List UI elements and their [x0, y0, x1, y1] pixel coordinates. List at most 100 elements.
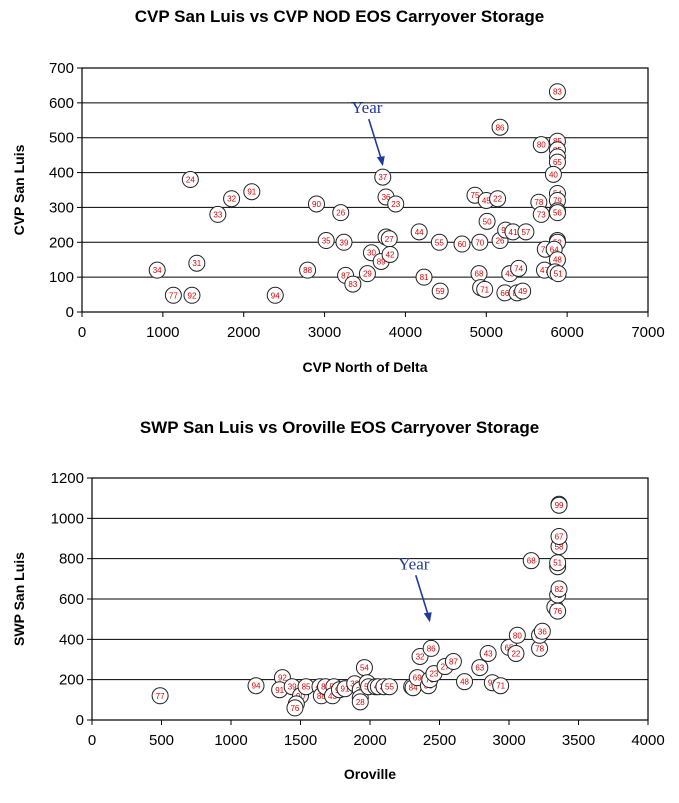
data-point: 31	[188, 254, 206, 272]
data-point: 92	[183, 286, 201, 304]
data-point: 35	[317, 232, 335, 250]
x-tick-label: 4000	[389, 324, 422, 341]
data-point-label: 90	[312, 200, 321, 209]
data-point-label: 57	[521, 228, 530, 237]
data-point-label: 54	[360, 664, 369, 673]
data-point-label: 88	[303, 266, 312, 275]
data-point: 91	[243, 183, 261, 201]
data-point-marker	[422, 639, 440, 657]
data-point-label: 76	[553, 607, 562, 616]
data-point-marker	[550, 527, 568, 545]
data-point-label: 87	[341, 271, 350, 280]
data-point-label: 99	[555, 501, 564, 510]
data-point-marker	[544, 165, 562, 183]
data-point-label: 43	[505, 270, 514, 279]
data-point-marker	[247, 677, 265, 695]
y-tick-label: 400	[49, 165, 74, 182]
data-point-marker	[549, 265, 567, 283]
data-point-label: 58	[555, 543, 564, 552]
data-point-label: 65	[553, 158, 562, 167]
data-point-marker	[471, 233, 489, 251]
y-tick-label: 700	[49, 60, 74, 77]
data-point-label: 35	[322, 237, 331, 246]
data-point-label: 83	[348, 280, 357, 289]
data-point: 76	[549, 602, 567, 620]
y-tick-label: 500	[49, 130, 74, 147]
data-point-label: 71	[496, 682, 505, 691]
y-tick-label: 800	[59, 551, 84, 568]
data-point-label: 78	[534, 198, 543, 207]
data-point: 34	[148, 261, 166, 279]
data-point-marker	[471, 659, 489, 677]
data-point: 33	[209, 205, 227, 223]
x-tick-label: 2000	[227, 324, 260, 341]
data-point-marker	[430, 233, 448, 251]
data-point-label: 75	[471, 191, 480, 200]
data-point-label: 55	[385, 683, 394, 692]
data-point-marker	[456, 673, 474, 691]
data-point-label: 91	[275, 686, 284, 695]
chart2-title: SWP San Luis vs Oroville EOS Carryover S…	[139, 418, 540, 437]
data-point-marker	[181, 171, 199, 189]
data-point-marker	[548, 204, 566, 222]
data-point-marker	[532, 136, 550, 154]
data-point: 39	[335, 233, 353, 251]
data-point-label: 30	[367, 249, 376, 258]
data-point-marker	[243, 183, 261, 201]
x-axis-label: CVP North of Delta	[303, 359, 428, 375]
data-point-label: 77	[156, 692, 165, 701]
data-point-marker	[491, 118, 509, 136]
x-tick-label: 1000	[214, 732, 247, 749]
data-point-marker	[517, 223, 535, 241]
data-point-label: 64	[550, 245, 559, 254]
data-point-marker	[479, 644, 497, 662]
data-point: 22	[489, 190, 507, 208]
data-point-label: 51	[554, 270, 563, 279]
data-point-label: 49	[518, 287, 527, 296]
data-point-label: 39	[340, 238, 349, 247]
data-point-label: 43	[484, 649, 493, 658]
data-point-label: 24	[186, 176, 195, 185]
data-point: 49	[514, 282, 532, 300]
data-point: 68	[522, 552, 540, 570]
data-point-label: 55	[435, 238, 444, 247]
data-point-marker	[548, 83, 566, 101]
data-point-label: 66	[500, 289, 509, 298]
data-point-marker	[223, 190, 241, 208]
plot-area	[81, 67, 649, 313]
data-point-label: 78	[535, 644, 544, 653]
data-point-label: 32	[416, 652, 425, 661]
x-tick-label: 1000	[146, 324, 179, 341]
y-axis-label: SWP San Luis	[11, 552, 27, 646]
data-point: 77	[164, 286, 182, 304]
y-tick-label: 200	[49, 234, 74, 251]
data-point-marker	[148, 261, 166, 279]
annotation-arrow	[368, 118, 384, 165]
data-point: 51	[549, 265, 567, 283]
data-point-label: 71	[480, 285, 489, 294]
y-tick-label: 100	[49, 269, 74, 286]
data-point-marker	[374, 168, 392, 186]
data-point-marker	[387, 195, 405, 213]
data-point-label: 81	[420, 273, 429, 282]
data-point: 81	[415, 268, 433, 286]
data-point-label: 67	[555, 532, 564, 541]
data-point-label: 91	[247, 188, 256, 197]
data-point: 80	[508, 626, 526, 644]
data-point-marker	[307, 195, 325, 213]
data-point-label: 86	[427, 644, 436, 653]
data-point: 80	[532, 136, 550, 154]
data-point: 86	[491, 118, 509, 136]
data-point: 29	[358, 265, 376, 283]
data-point-marker	[332, 204, 350, 222]
data-point: 55	[430, 233, 448, 251]
data-point-label: 39	[288, 683, 297, 692]
data-point-label: 70	[475, 238, 484, 247]
data-point-label: 74	[514, 264, 523, 273]
data-point-label: 26	[496, 237, 505, 246]
annotation-label: Year	[351, 98, 383, 117]
data-point-label: 36	[538, 627, 547, 636]
data-point-label: 83	[553, 88, 562, 97]
data-point-label: 92	[278, 674, 287, 683]
data-point: 59	[431, 282, 449, 300]
